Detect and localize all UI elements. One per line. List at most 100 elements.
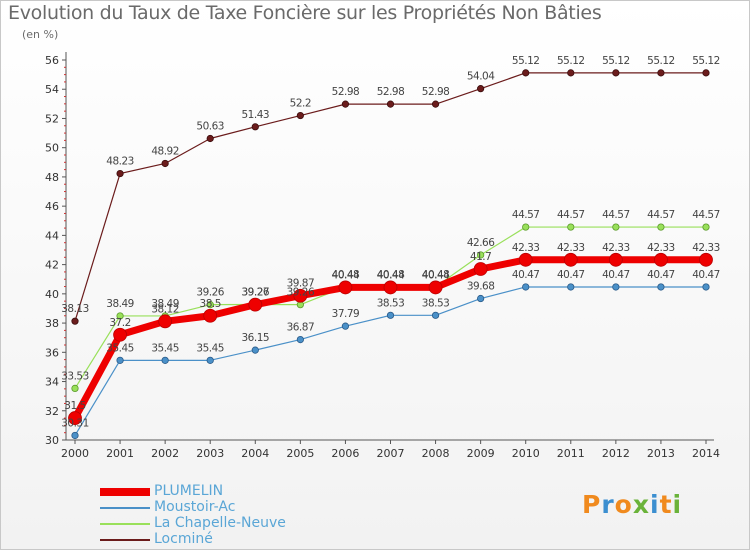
- data-label-plumelin: 42.33: [602, 242, 630, 254]
- legend-item-plumelin: PLUMELIN: [100, 483, 360, 500]
- x-tick-label: 2001: [106, 447, 134, 460]
- legend-label: PLUMELIN: [154, 483, 224, 499]
- data-label-locmine: 55.12: [647, 55, 675, 67]
- data-label-moustoir-ac: 35.45: [151, 342, 179, 354]
- data-label-moustoir-ac: 40.47: [557, 269, 585, 281]
- y-tick-label: 38: [45, 317, 59, 330]
- point-locmine: [567, 69, 575, 77]
- data-label-plumelin: 40.44: [422, 269, 450, 281]
- legend-item-locmine: Locminé: [100, 531, 360, 548]
- y-tick-label: 44: [45, 229, 59, 242]
- logo-letter: i: [650, 490, 660, 519]
- data-label-locmine: 38.13: [61, 303, 89, 315]
- point-locmine: [657, 69, 665, 77]
- point-plumelin: [518, 252, 533, 267]
- point-plumelin: [699, 252, 713, 267]
- point-plumelin: [203, 308, 218, 323]
- point-locmine: [702, 69, 710, 77]
- x-tick-label: 2010: [512, 447, 540, 460]
- point-locmine: [296, 111, 304, 120]
- data-label-moustoir-ac: 38.53: [377, 297, 405, 309]
- point-moustoir-ac: [657, 283, 665, 291]
- data-label-moustoir-ac: 35.45: [106, 342, 134, 354]
- point-locmine: [522, 69, 530, 77]
- point-locmine: [206, 134, 214, 143]
- y-tick-label: 50: [45, 142, 59, 155]
- x-tick-label: 2003: [196, 447, 224, 460]
- x-tick-label: 2004: [241, 447, 269, 460]
- x-tick-label: 2012: [602, 447, 630, 460]
- x-tick-label: 2011: [557, 447, 585, 460]
- data-label-moustoir-ac: 40.47: [512, 269, 540, 281]
- data-label-la-chapelle-neuve: 44.57: [602, 209, 630, 221]
- point-locmine: [477, 85, 485, 93]
- data-label-la-chapelle-neuve: 44.57: [647, 209, 675, 221]
- y-tick-label: 54: [45, 83, 59, 96]
- legend-swatch: [100, 488, 150, 496]
- data-label-la-chapelle-neuve: 42.66: [467, 237, 495, 249]
- legend: PLUMELIN Moustoir-Ac La Chapelle-Neuve Locm…: [100, 483, 360, 548]
- point-plumelin: [113, 327, 127, 342]
- data-label-la-chapelle-neuve: 40.48: [422, 269, 450, 281]
- point-plumelin: [654, 252, 668, 267]
- data-label-la-chapelle-neuve: 44.57: [692, 209, 720, 221]
- data-label-locmine: 52.98: [422, 86, 450, 98]
- point-locmine: [386, 100, 395, 108]
- data-label-locmine: 52.2: [290, 98, 311, 110]
- x-tick-label: 2000: [61, 447, 89, 460]
- data-label-locmine: 55.12: [512, 55, 540, 67]
- data-label-moustoir-ac: 37.79: [332, 308, 360, 320]
- data-label-locmine: 54.04: [467, 71, 495, 83]
- data-label-moustoir-ac: 40.47: [647, 269, 675, 281]
- point-moustoir-ac: [251, 346, 259, 354]
- point-plumelin: [158, 314, 173, 329]
- y-tick-label: 52: [45, 112, 59, 125]
- point-moustoir-ac: [431, 311, 440, 319]
- x-tick-label: 2008: [422, 447, 450, 460]
- data-label-moustoir-ac: 30.31: [61, 417, 89, 429]
- logo-letter: P: [582, 490, 602, 519]
- data-label-locmine: 48.23: [106, 156, 134, 168]
- data-label-plumelin: 31.5: [64, 400, 85, 412]
- legend-label: La Chapelle-Neuve: [154, 515, 286, 531]
- data-label-locmine: 55.12: [557, 55, 585, 67]
- data-label-locmine: 48.92: [151, 145, 179, 157]
- point-moustoir-ac: [477, 294, 485, 303]
- data-label-moustoir-ac: 36.15: [242, 332, 270, 344]
- data-label-plumelin: 38.12: [151, 303, 179, 315]
- data-label-locmine: 51.43: [242, 109, 270, 121]
- data-label-la-chapelle-neuve: 44.57: [557, 209, 585, 221]
- point-moustoir-ac: [116, 356, 124, 364]
- point-locmine: [71, 317, 79, 325]
- point-la-chapelle-neuve: [477, 251, 485, 259]
- point-la-chapelle-neuve: [657, 223, 665, 231]
- data-label-plumelin: 42.33: [512, 242, 540, 254]
- point-plumelin: [428, 280, 443, 295]
- y-tick-label: 30: [45, 434, 59, 447]
- data-label-plumelin: 40.44: [377, 269, 405, 281]
- data-label-plumelin: 37.2: [109, 317, 130, 329]
- point-la-chapelle-neuve: [702, 223, 710, 231]
- point-locmine: [161, 159, 169, 168]
- point-la-chapelle-neuve: [71, 384, 79, 393]
- x-tick-label: 2006: [331, 447, 359, 460]
- data-label-locmine: 55.12: [692, 55, 720, 67]
- y-tick-label: 48: [45, 171, 59, 184]
- y-tick-label: 56: [45, 54, 59, 67]
- data-label-locmine: 52.98: [377, 86, 405, 98]
- point-moustoir-ac: [386, 311, 395, 319]
- legend-label: Locminé: [154, 531, 213, 547]
- data-label-plumelin: 40.44: [332, 269, 360, 281]
- point-locmine: [612, 69, 620, 77]
- point-plumelin: [608, 252, 623, 267]
- point-la-chapelle-neuve: [116, 312, 124, 320]
- point-moustoir-ac: [567, 283, 575, 291]
- data-label-locmine: 55.12: [602, 55, 630, 67]
- data-label-la-chapelle-neuve: 38.49: [106, 298, 134, 310]
- chart-title: Evolution du Taux de Taxe Foncière sur l…: [8, 2, 602, 24]
- point-la-chapelle-neuve: [612, 223, 620, 231]
- legend-swatch: [100, 523, 150, 525]
- y-tick-label: 42: [45, 259, 59, 272]
- point-moustoir-ac: [161, 356, 169, 364]
